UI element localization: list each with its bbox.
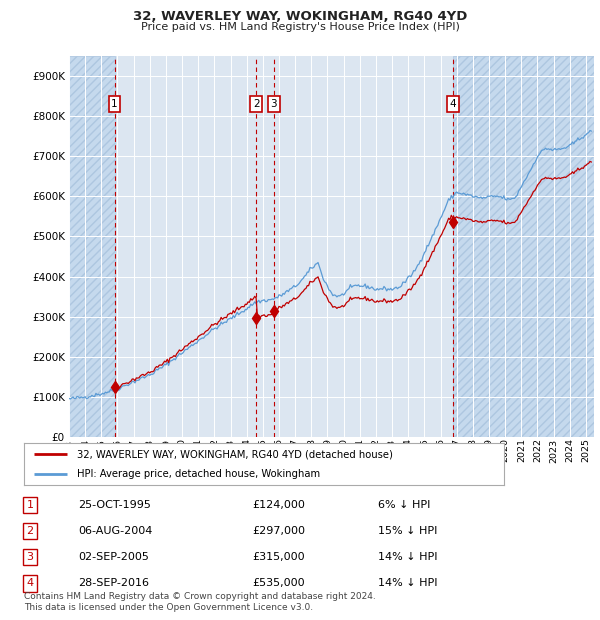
Text: £535,000: £535,000 xyxy=(252,578,305,588)
Text: 4: 4 xyxy=(26,578,34,588)
Text: This data is licensed under the Open Government Licence v3.0.: This data is licensed under the Open Gov… xyxy=(24,603,313,612)
Text: 3: 3 xyxy=(271,99,277,109)
Text: 32, WAVERLEY WAY, WOKINGHAM, RG40 4YD: 32, WAVERLEY WAY, WOKINGHAM, RG40 4YD xyxy=(133,10,467,23)
Text: HPI: Average price, detached house, Wokingham: HPI: Average price, detached house, Woki… xyxy=(77,469,320,479)
Text: £124,000: £124,000 xyxy=(252,500,305,510)
Bar xyxy=(69,56,115,437)
Bar xyxy=(452,56,594,437)
Text: £315,000: £315,000 xyxy=(252,552,305,562)
Text: 2: 2 xyxy=(26,526,34,536)
Text: 4: 4 xyxy=(449,99,456,109)
Text: Price paid vs. HM Land Registry's House Price Index (HPI): Price paid vs. HM Land Registry's House … xyxy=(140,22,460,32)
Text: 28-SEP-2016: 28-SEP-2016 xyxy=(78,578,149,588)
Text: 32, WAVERLEY WAY, WOKINGHAM, RG40 4YD (detached house): 32, WAVERLEY WAY, WOKINGHAM, RG40 4YD (d… xyxy=(77,450,392,459)
Text: 14% ↓ HPI: 14% ↓ HPI xyxy=(378,578,437,588)
Text: £297,000: £297,000 xyxy=(252,526,305,536)
Text: 3: 3 xyxy=(26,552,34,562)
Text: 15% ↓ HPI: 15% ↓ HPI xyxy=(378,526,437,536)
Text: 1: 1 xyxy=(111,99,118,109)
Text: 1: 1 xyxy=(26,500,34,510)
Text: 14% ↓ HPI: 14% ↓ HPI xyxy=(378,552,437,562)
Text: Contains HM Land Registry data © Crown copyright and database right 2024.: Contains HM Land Registry data © Crown c… xyxy=(24,591,376,601)
Text: 02-SEP-2005: 02-SEP-2005 xyxy=(78,552,149,562)
Text: 2: 2 xyxy=(253,99,260,109)
Text: 25-OCT-1995: 25-OCT-1995 xyxy=(78,500,151,510)
Text: 6% ↓ HPI: 6% ↓ HPI xyxy=(378,500,430,510)
Text: 06-AUG-2004: 06-AUG-2004 xyxy=(78,526,152,536)
